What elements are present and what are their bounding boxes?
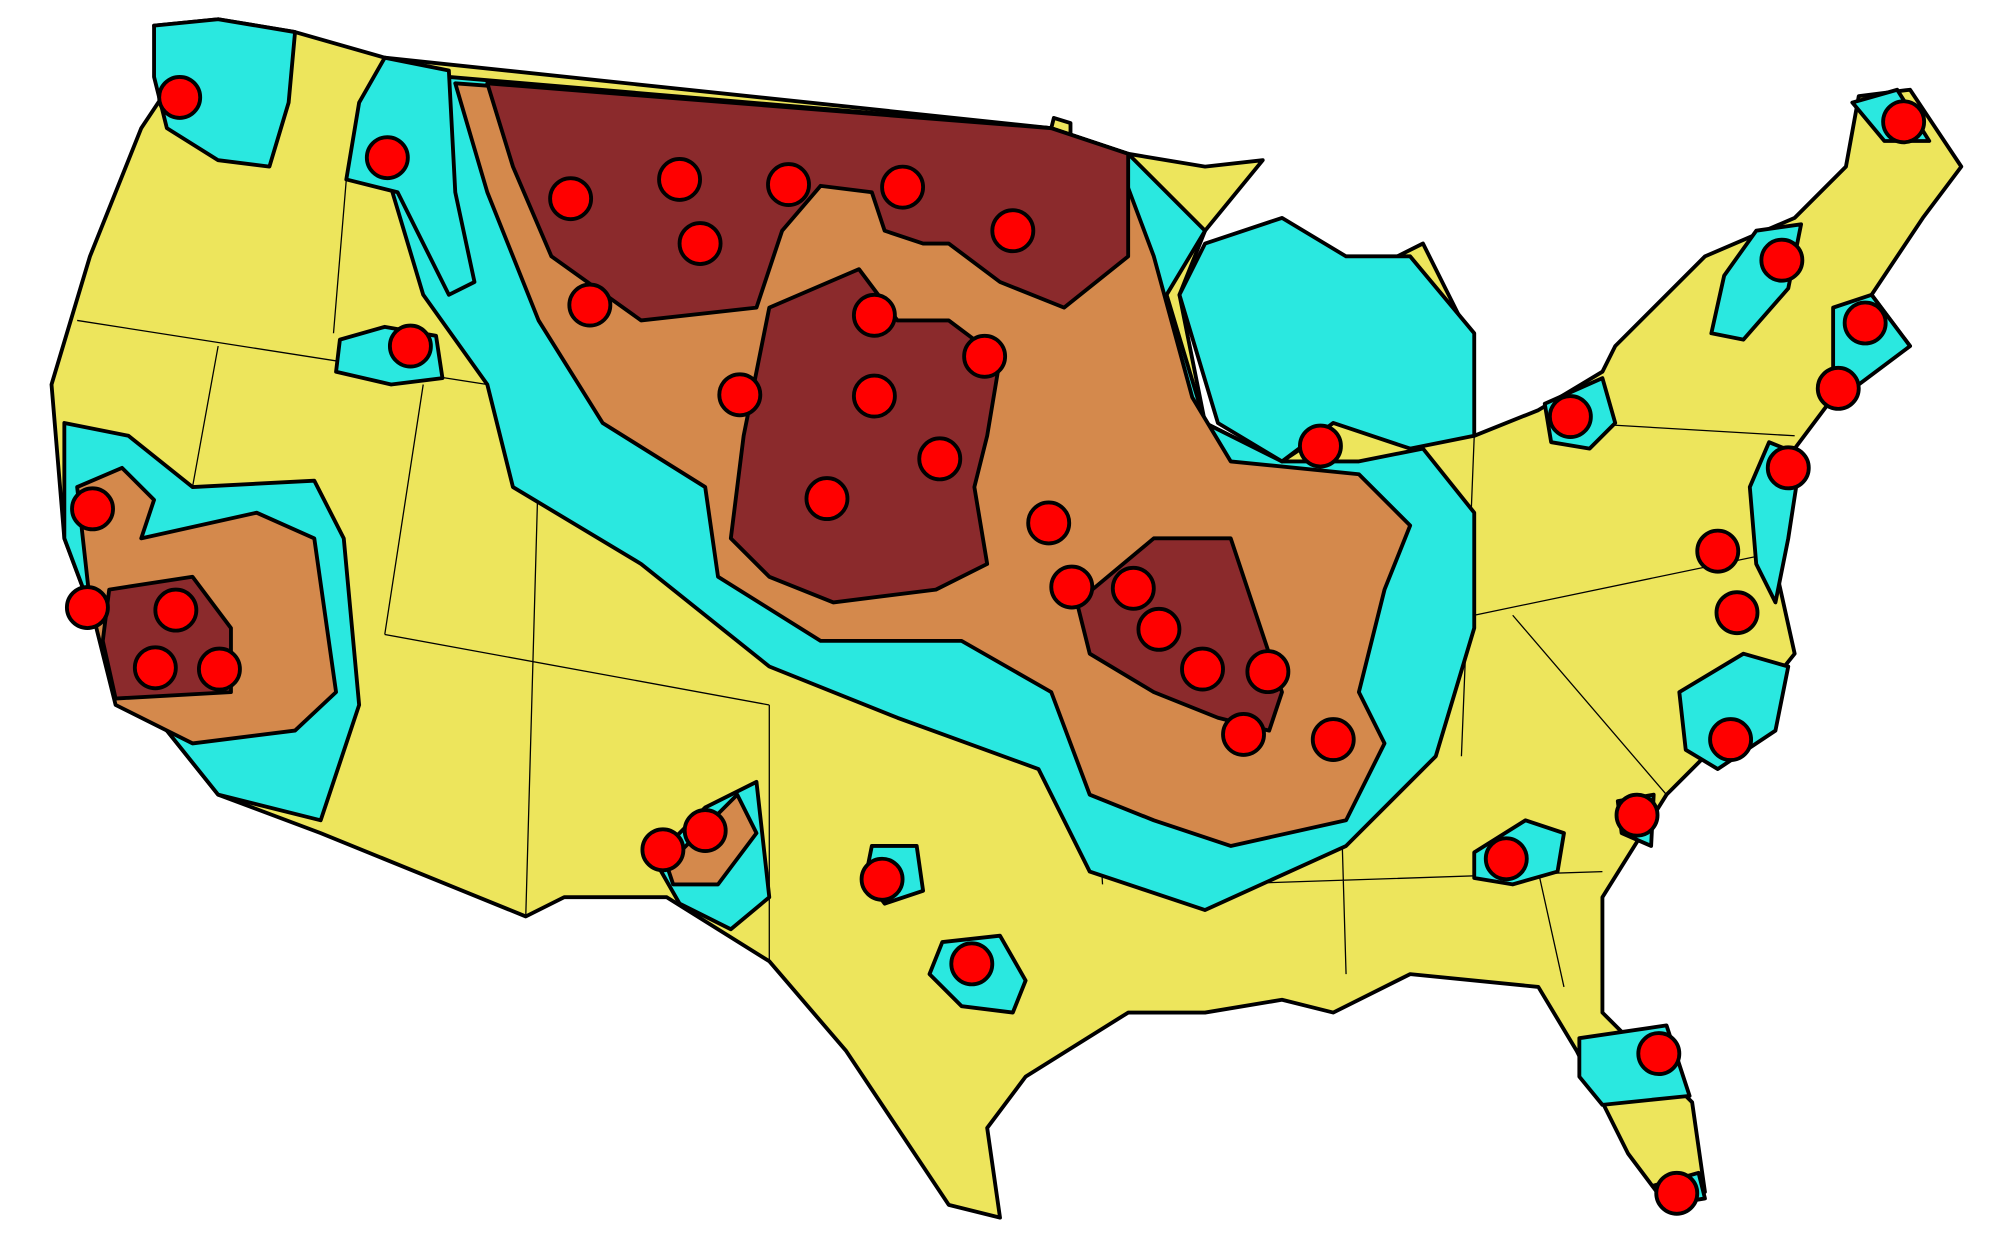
city-dot [364,135,410,181]
city-dot [1136,606,1182,652]
city-dot [990,208,1036,254]
city-dot [1881,99,1927,145]
city-dot [64,585,110,630]
city-dot [804,476,850,522]
city-dot [1759,237,1805,283]
city-dot [1842,300,1888,346]
city-dot [949,941,995,987]
city-dot [1483,836,1529,882]
city-dot [1049,564,1095,610]
city-dot [657,157,702,202]
city-dot [640,827,686,873]
city-dot [1221,712,1266,757]
city-dot [880,164,926,210]
city-dot [548,176,594,222]
city-dot [677,221,723,266]
city-dot [859,856,905,902]
city-dot [132,645,178,691]
city-dot [682,808,728,853]
city-dots [64,74,1927,1216]
city-dot [567,282,613,328]
city-dot [1614,792,1660,838]
frequency-zones [62,17,1932,1207]
zone-low [1177,215,1477,464]
city-dot [917,436,963,482]
city-dot [1636,1031,1682,1077]
city-dot [196,646,242,692]
city-dot [1547,394,1593,439]
city-dot [717,372,763,418]
city-dot [70,486,115,532]
city-dot [153,587,199,633]
city-dot [1180,646,1225,692]
city-dot [1310,717,1356,762]
city-dot [387,323,433,369]
city-dot [1298,423,1343,469]
city-dot [1815,365,1861,411]
city-dot [157,74,203,120]
zone-high [728,267,1002,605]
city-dot [1708,717,1754,762]
city-dot [1110,565,1156,611]
zone-low [344,55,477,297]
city-dot [851,292,897,338]
city-dot [1695,528,1741,574]
city-dot [1245,649,1291,695]
city-dot [1026,500,1072,546]
city-dot [766,162,811,207]
city-dot [851,373,897,419]
city-dot [1765,445,1811,491]
city-dot [962,333,1008,379]
zone-low [1677,651,1791,771]
city-dot [1654,1170,1700,1216]
city-dot [1714,590,1760,636]
